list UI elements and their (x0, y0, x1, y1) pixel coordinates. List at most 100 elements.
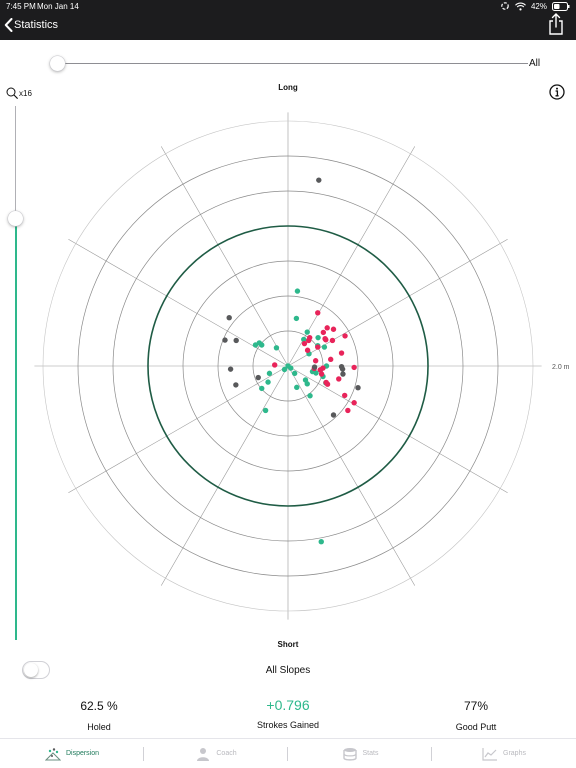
chart-point (226, 315, 232, 321)
tab-coach-label: Coach (216, 750, 237, 757)
chart-spoke (287, 146, 416, 367)
chart-point (301, 336, 307, 343)
chart-ring-highlight (147, 225, 429, 507)
status-right: 42% (500, 1, 570, 11)
chart-point (330, 412, 337, 418)
chart-point (265, 379, 271, 385)
cellular-activity-icon (501, 2, 509, 10)
tab-separator (143, 747, 144, 761)
chart-point (301, 340, 308, 347)
chart-point (336, 376, 342, 382)
label-distance: 2.0 m (552, 364, 570, 371)
filter-value-label: All (529, 58, 541, 69)
tab-coach[interactable]: Coach (144, 739, 288, 768)
filter-slider-track[interactable] (56, 63, 528, 64)
chart-point (339, 366, 346, 372)
tab-stats[interactable]: Stats (288, 739, 432, 768)
chart-point (272, 362, 278, 368)
filter-slider-thumb[interactable] (50, 56, 65, 71)
stat-holed-label: Holed (87, 722, 111, 732)
magnifier-icon (6, 87, 18, 99)
tab-stats-label: Stats (362, 750, 379, 757)
zoom-slider-track[interactable] (15, 106, 16, 218)
chart-point (266, 370, 273, 377)
chart-ring (182, 260, 394, 472)
chart-point (304, 347, 311, 353)
battery-icon (552, 1, 570, 11)
label-short: Short (278, 640, 299, 649)
slopes-toggle-knob[interactable] (24, 663, 38, 677)
chart-point (256, 340, 262, 346)
chart-point (222, 337, 228, 343)
chart-point (281, 366, 288, 373)
chart-point (293, 315, 300, 322)
chevron-left-icon (4, 18, 13, 32)
tab-graphs[interactable]: Graphs (432, 739, 576, 768)
chart-point (328, 356, 334, 363)
label-long: Long (278, 83, 298, 92)
stat-good-putt-value: 77% (463, 699, 489, 713)
zoom-label: x16 (6, 87, 32, 99)
chart-point (318, 371, 325, 377)
stat-good-putt: 77% Good Putt (401, 699, 551, 732)
chart-point (316, 177, 322, 183)
chart-spoke (160, 365, 289, 586)
chart-point (294, 384, 300, 391)
tab-bar: Dispersion Coach Stats Graphs (0, 738, 576, 768)
chart-point (338, 350, 345, 356)
chart-points (222, 177, 361, 545)
chart-point (233, 382, 239, 388)
stat-holed-value: 62.5 % (80, 699, 118, 713)
chart-spoke (287, 238, 508, 367)
stat-good-putt-label: Good Putt (455, 722, 497, 732)
chart-point (340, 371, 346, 377)
coach-icon (197, 747, 210, 761)
chart-point (329, 337, 336, 344)
zoom-level-text: x16 (19, 88, 32, 98)
chart-point (321, 344, 328, 350)
chart-point (342, 333, 348, 339)
share-icon[interactable] (548, 13, 564, 35)
chart-point (291, 370, 298, 377)
status-date: Mon Jan 14 (37, 2, 79, 11)
slopes-label: All Slopes (265, 665, 311, 676)
chart-ring (77, 155, 499, 577)
chart-point (307, 334, 313, 341)
status-time: 7:45 PM (6, 2, 36, 11)
chart-point (323, 337, 329, 343)
wifi-icon (515, 2, 526, 10)
chart-point (302, 377, 309, 383)
chart-point (233, 337, 239, 344)
battery-percent: 42% (530, 1, 547, 11)
dispersion-icon (44, 747, 61, 760)
tab-dispersion-label: Dispersion (65, 750, 100, 757)
back-label: Statistics (14, 19, 59, 31)
back-button[interactable]: Statistics (4, 15, 58, 35)
tab-dispersion[interactable]: Dispersion (0, 739, 144, 768)
chart-point (294, 288, 301, 294)
chart-point (304, 329, 310, 335)
chart-point (259, 385, 265, 392)
zoom-slider-thumb[interactable] (8, 211, 23, 226)
chart-point (307, 393, 313, 399)
chart-point (262, 407, 269, 414)
chart-spoke (287, 365, 508, 494)
chart-point (315, 334, 321, 341)
stat-strokes-gained-value: +0.796 (266, 697, 310, 713)
slopes-toggle[interactable] (22, 661, 50, 679)
chart-point (330, 326, 337, 332)
tab-separator (431, 747, 432, 761)
chart-ring (112, 190, 464, 542)
dispersion-chart[interactable]: Long Short 2.0 m (0, 78, 576, 654)
chart-point (324, 381, 331, 387)
chart-point (320, 329, 327, 336)
info-icon[interactable] (549, 84, 565, 100)
chart-point (315, 344, 321, 350)
chart-point (313, 370, 319, 376)
top-bar: 7:45 PM Mon Jan 14 42% Statistics (0, 0, 576, 40)
chart-point (324, 325, 330, 331)
graphs-icon (482, 747, 498, 761)
chart-point (355, 385, 361, 391)
chart-point (320, 365, 326, 371)
chart-ring (217, 295, 359, 437)
